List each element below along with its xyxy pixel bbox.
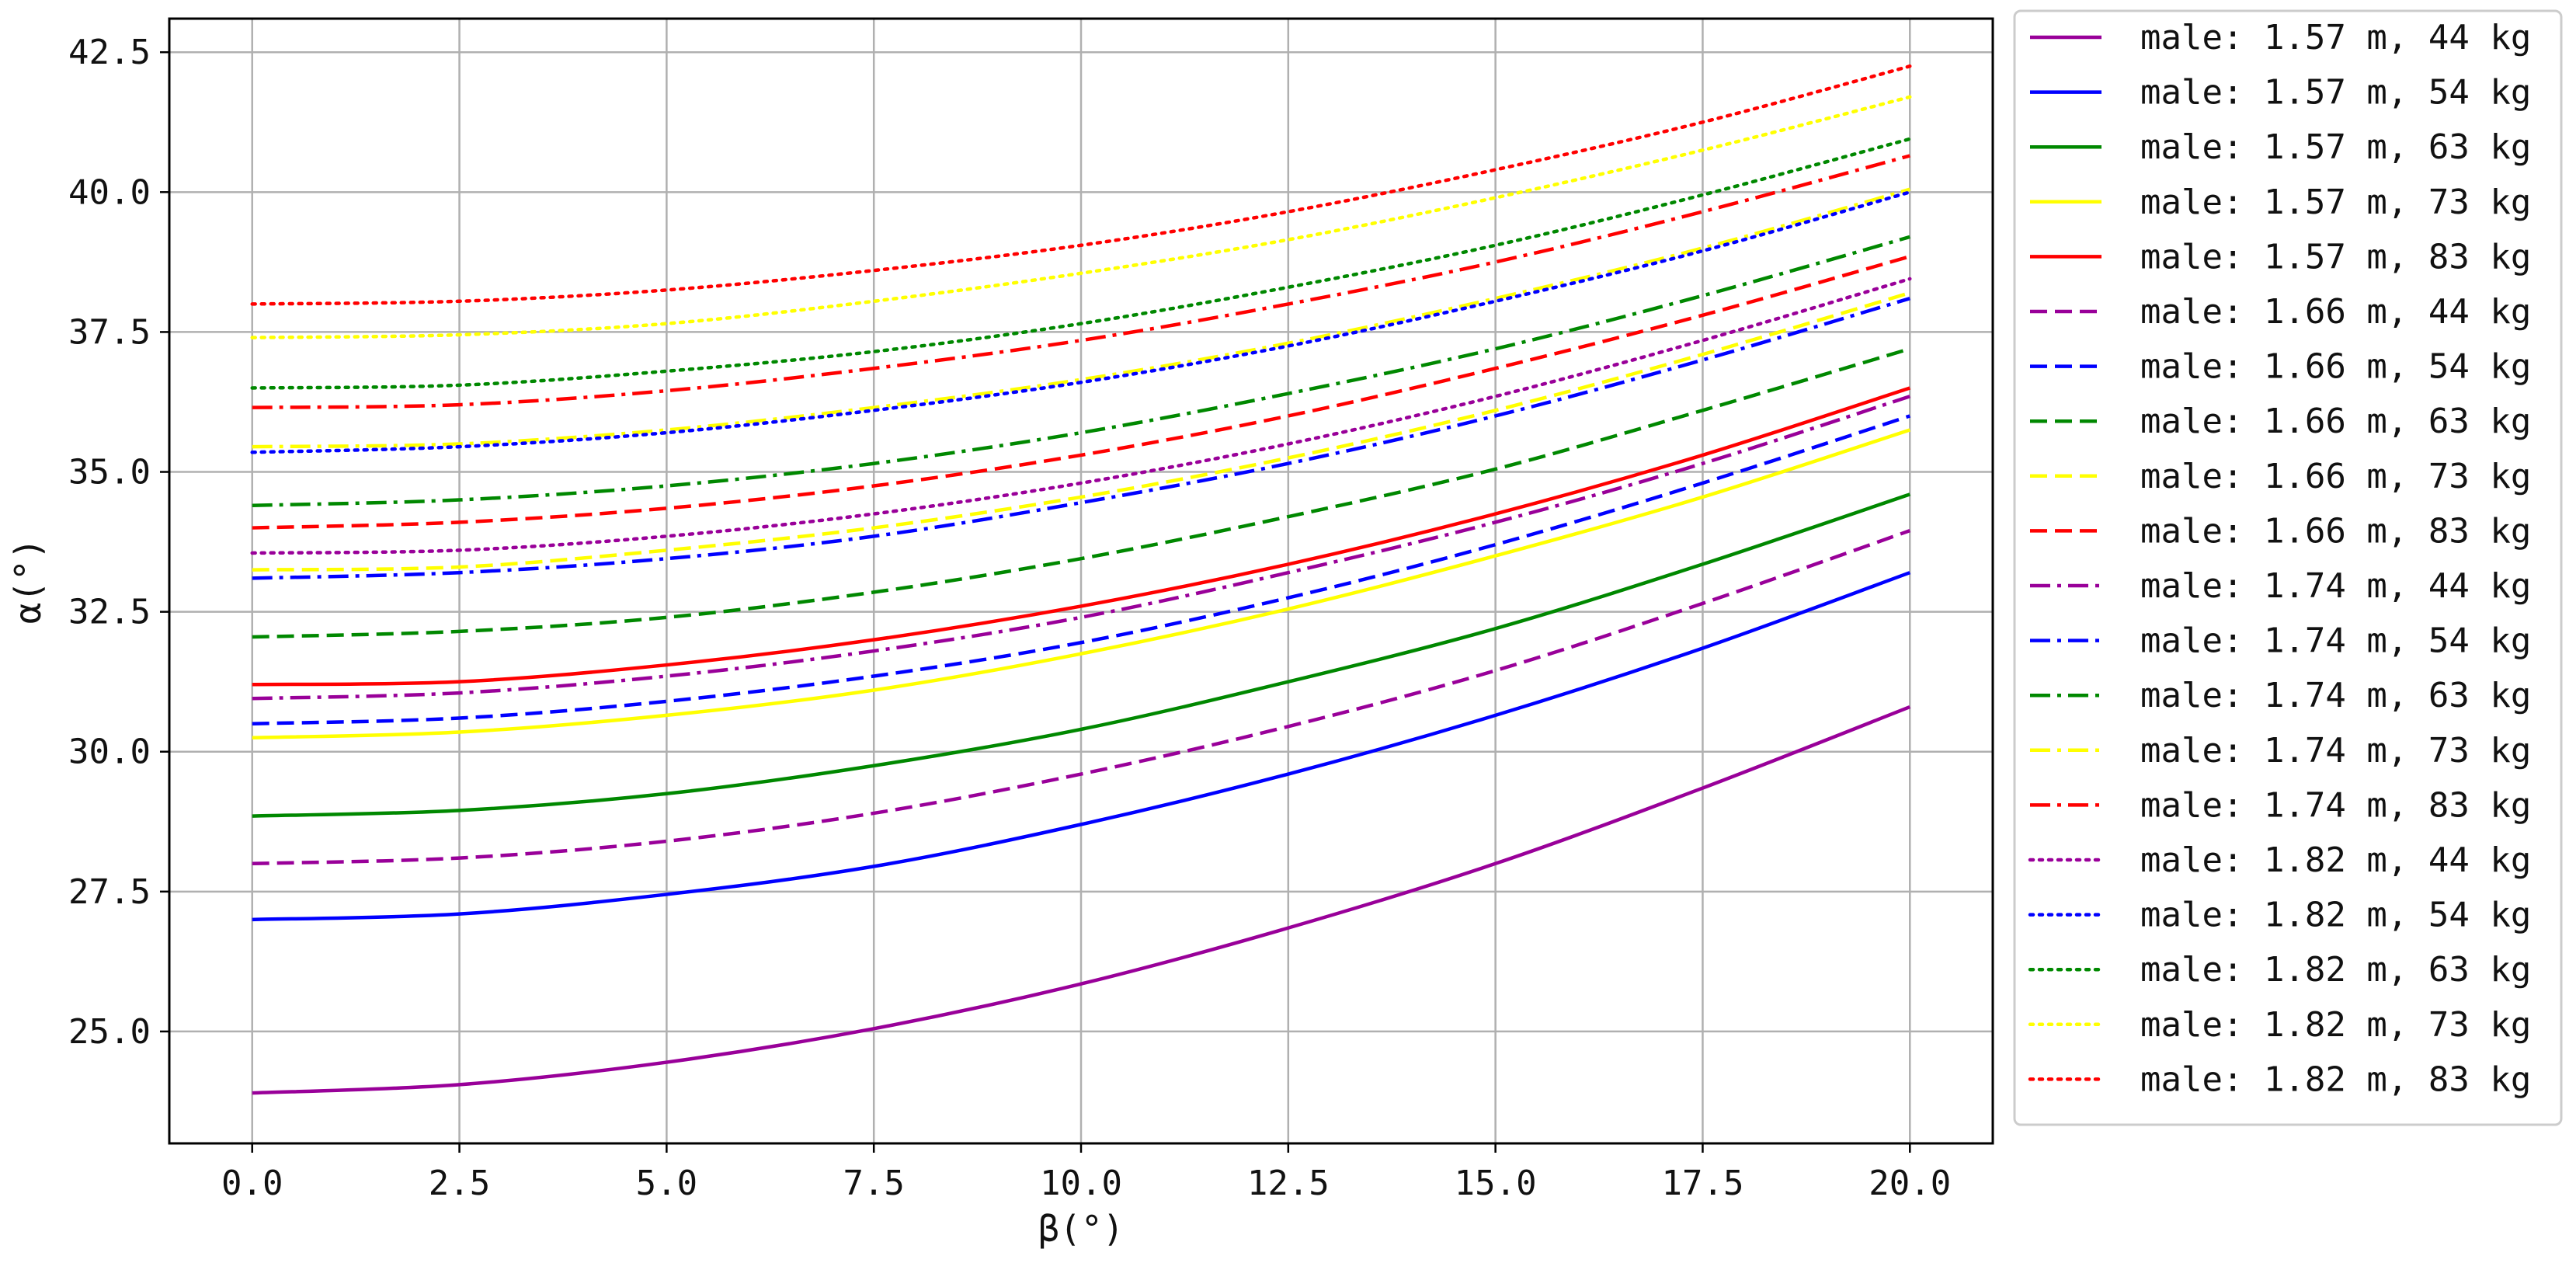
y-tick-label: 25.0 bbox=[68, 1012, 151, 1052]
series-line bbox=[252, 414, 1910, 725]
legend-label: male: 1.74 m, 63 kg bbox=[2140, 676, 2531, 715]
x-tick-label: 17.5 bbox=[1661, 1164, 1743, 1203]
legend-entry: male: 1.82 m, 44 kg bbox=[2028, 840, 2531, 880]
legend-label: male: 1.82 m, 54 kg bbox=[2140, 896, 2531, 935]
y-tick-label: 27.5 bbox=[68, 872, 151, 912]
series-line bbox=[250, 190, 1912, 454]
legend-entry: male: 1.66 m, 73 kg bbox=[2030, 457, 2531, 496]
y-axis-label: α(°) bbox=[7, 538, 49, 625]
legend-label: male: 1.66 m, 54 kg bbox=[2140, 347, 2531, 387]
series-line bbox=[252, 291, 1910, 572]
legend-entry: male: 1.57 m, 63 kg bbox=[2030, 127, 2531, 167]
x-tick-label: 7.5 bbox=[843, 1164, 904, 1203]
legend-entry: male: 1.74 m, 73 kg bbox=[2030, 731, 2531, 771]
legend-label: male: 1.66 m, 63 kg bbox=[2140, 402, 2531, 441]
series-line bbox=[252, 492, 1910, 818]
legend-label: male: 1.57 m, 54 kg bbox=[2140, 73, 2531, 113]
y-tick-label: 30.0 bbox=[68, 732, 151, 772]
legend-entry: male: 1.66 m, 44 kg bbox=[2030, 292, 2531, 332]
legend-entry: male: 1.66 m, 63 kg bbox=[2030, 402, 2531, 441]
legend-entry: male: 1.74 m, 54 kg bbox=[2030, 621, 2531, 661]
legend-entry: male: 1.66 m, 83 kg bbox=[2030, 511, 2531, 551]
series-line bbox=[252, 154, 1910, 409]
legend-entry: male: 1.57 m, 73 kg bbox=[2030, 183, 2531, 222]
series-line bbox=[252, 235, 1910, 507]
legend-entry: male: 1.82 m, 73 kg bbox=[2028, 1005, 2531, 1045]
x-axis-label: β(°) bbox=[1038, 1208, 1125, 1250]
legend-label: male: 1.74 m, 44 kg bbox=[2140, 566, 2531, 606]
y-tick-label: 35.0 bbox=[68, 453, 151, 492]
legend-entry: male: 1.82 m, 63 kg bbox=[2028, 950, 2531, 990]
y-tick-label: 42.5 bbox=[68, 33, 151, 72]
legend-box bbox=[2013, 9, 2563, 1126]
legend-label: male: 1.57 m, 63 kg bbox=[2140, 127, 2531, 167]
legend-entry: male: 1.74 m, 83 kg bbox=[2030, 785, 2531, 825]
legend-label: male: 1.57 m, 73 kg bbox=[2140, 183, 2531, 222]
series-line bbox=[252, 386, 1910, 687]
legend-label: male: 1.82 m, 63 kg bbox=[2140, 950, 2531, 990]
y-tick-label: 40.0 bbox=[68, 172, 151, 212]
series-line bbox=[252, 428, 1910, 739]
legend-label: male: 1.82 m, 44 kg bbox=[2140, 840, 2531, 880]
legend-label: male: 1.57 m, 44 kg bbox=[2140, 18, 2531, 57]
legend-entry: male: 1.66 m, 54 kg bbox=[2030, 347, 2531, 387]
legend-entry: male: 1.57 m, 54 kg bbox=[2030, 73, 2531, 113]
legend-label: male: 1.74 m, 73 kg bbox=[2140, 731, 2531, 771]
series-line bbox=[252, 187, 1910, 449]
legend-label: male: 1.66 m, 73 kg bbox=[2140, 457, 2531, 496]
legend-entry: male: 1.74 m, 63 kg bbox=[2030, 676, 2531, 715]
series-line bbox=[252, 571, 1911, 922]
legend-label: male: 1.57 m, 83 kg bbox=[2140, 237, 2531, 277]
legend-label: male: 1.66 m, 44 kg bbox=[2140, 292, 2531, 332]
x-tick-label: 20.0 bbox=[1869, 1164, 1951, 1203]
series-line bbox=[250, 64, 1912, 306]
legend-entry: male: 1.57 m, 44 kg bbox=[2030, 18, 2531, 57]
x-tick-label: 10.0 bbox=[1040, 1164, 1122, 1203]
series-line bbox=[250, 277, 1912, 555]
series-line bbox=[252, 346, 1910, 639]
series-line bbox=[252, 255, 1910, 530]
legend: male: 1.57 m, 44 kg male: 1.57 m, 54 kg ma… bbox=[2013, 9, 2563, 1126]
series-line bbox=[252, 705, 1911, 1095]
series-lines bbox=[250, 64, 1912, 1095]
legend-label: male: 1.66 m, 83 kg bbox=[2140, 511, 2531, 551]
series-line bbox=[252, 529, 1911, 866]
x-tick-label: 0.0 bbox=[221, 1164, 283, 1203]
legend-entry: male: 1.74 m, 44 kg bbox=[2030, 566, 2531, 606]
series-line bbox=[250, 137, 1912, 390]
x-tick-label: 15.0 bbox=[1455, 1164, 1537, 1203]
legend-entry: male: 1.57 m, 83 kg bbox=[2030, 237, 2531, 277]
series-line bbox=[252, 395, 1910, 701]
x-tick-label: 12.5 bbox=[1247, 1164, 1330, 1203]
legend-entry: male: 1.82 m, 54 kg bbox=[2028, 896, 2531, 935]
series-line bbox=[252, 297, 1910, 580]
grid bbox=[169, 19, 1993, 1143]
series-line bbox=[250, 95, 1912, 339]
x-tick-label: 2.5 bbox=[429, 1164, 490, 1203]
legend-entry: male: 1.82 m, 83 kg bbox=[2028, 1059, 2531, 1099]
legend-label: male: 1.74 m, 83 kg bbox=[2140, 785, 2531, 825]
y-tick-label: 32.5 bbox=[68, 593, 151, 632]
ticks: 0.0 2.5 5.0 7.5 10.0 12.5 15.0 17.5 20.0 25.0 27.5… bbox=[68, 33, 1951, 1203]
y-tick-label: 37.5 bbox=[68, 312, 151, 352]
legend-label: male: 1.74 m, 54 kg bbox=[2140, 621, 2531, 661]
legend-label: male: 1.82 m, 73 kg bbox=[2140, 1005, 2531, 1045]
x-tick-label: 5.0 bbox=[636, 1164, 697, 1203]
legend-label: male: 1.82 m, 83 kg bbox=[2140, 1059, 2531, 1099]
